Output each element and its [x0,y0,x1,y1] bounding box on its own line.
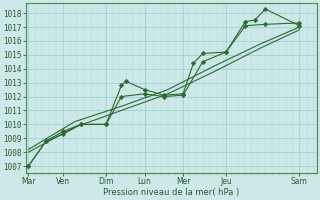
X-axis label: Pression niveau de la mer( hPa ): Pression niveau de la mer( hPa ) [103,188,239,197]
